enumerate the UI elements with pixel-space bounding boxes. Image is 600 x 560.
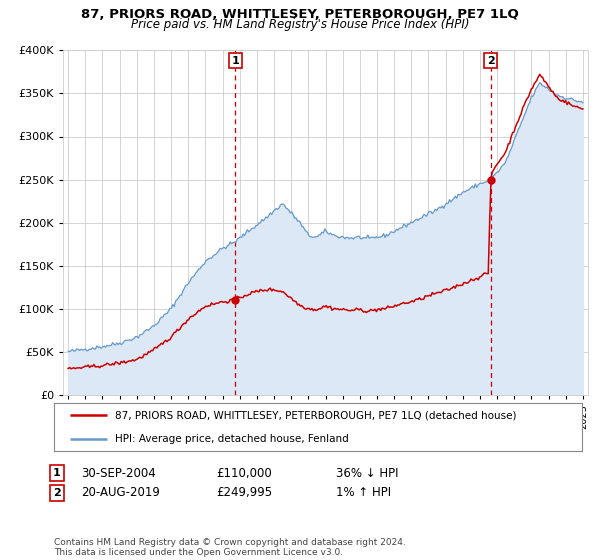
Text: HPI: Average price, detached house, Fenland: HPI: Average price, detached house, Fenl…: [115, 434, 349, 444]
Text: 1: 1: [53, 468, 61, 478]
Text: £249,995: £249,995: [216, 486, 272, 500]
Text: 36% ↓ HPI: 36% ↓ HPI: [336, 466, 398, 480]
Text: 1% ↑ HPI: 1% ↑ HPI: [336, 486, 391, 500]
Text: 1: 1: [232, 55, 239, 66]
Text: 87, PRIORS ROAD, WHITTLESEY, PETERBOROUGH, PE7 1LQ (detached house): 87, PRIORS ROAD, WHITTLESEY, PETERBOROUG…: [115, 410, 516, 420]
Text: £110,000: £110,000: [216, 466, 272, 480]
Text: 30-SEP-2004: 30-SEP-2004: [81, 466, 156, 480]
Text: Price paid vs. HM Land Registry's House Price Index (HPI): Price paid vs. HM Land Registry's House …: [131, 18, 469, 31]
Text: 2: 2: [53, 488, 61, 498]
Text: 2: 2: [487, 55, 494, 66]
Text: 20-AUG-2019: 20-AUG-2019: [81, 486, 160, 500]
Text: Contains HM Land Registry data © Crown copyright and database right 2024.
This d: Contains HM Land Registry data © Crown c…: [54, 538, 406, 557]
Text: 87, PRIORS ROAD, WHITTLESEY, PETERBOROUGH, PE7 1LQ: 87, PRIORS ROAD, WHITTLESEY, PETERBOROUG…: [81, 8, 519, 21]
